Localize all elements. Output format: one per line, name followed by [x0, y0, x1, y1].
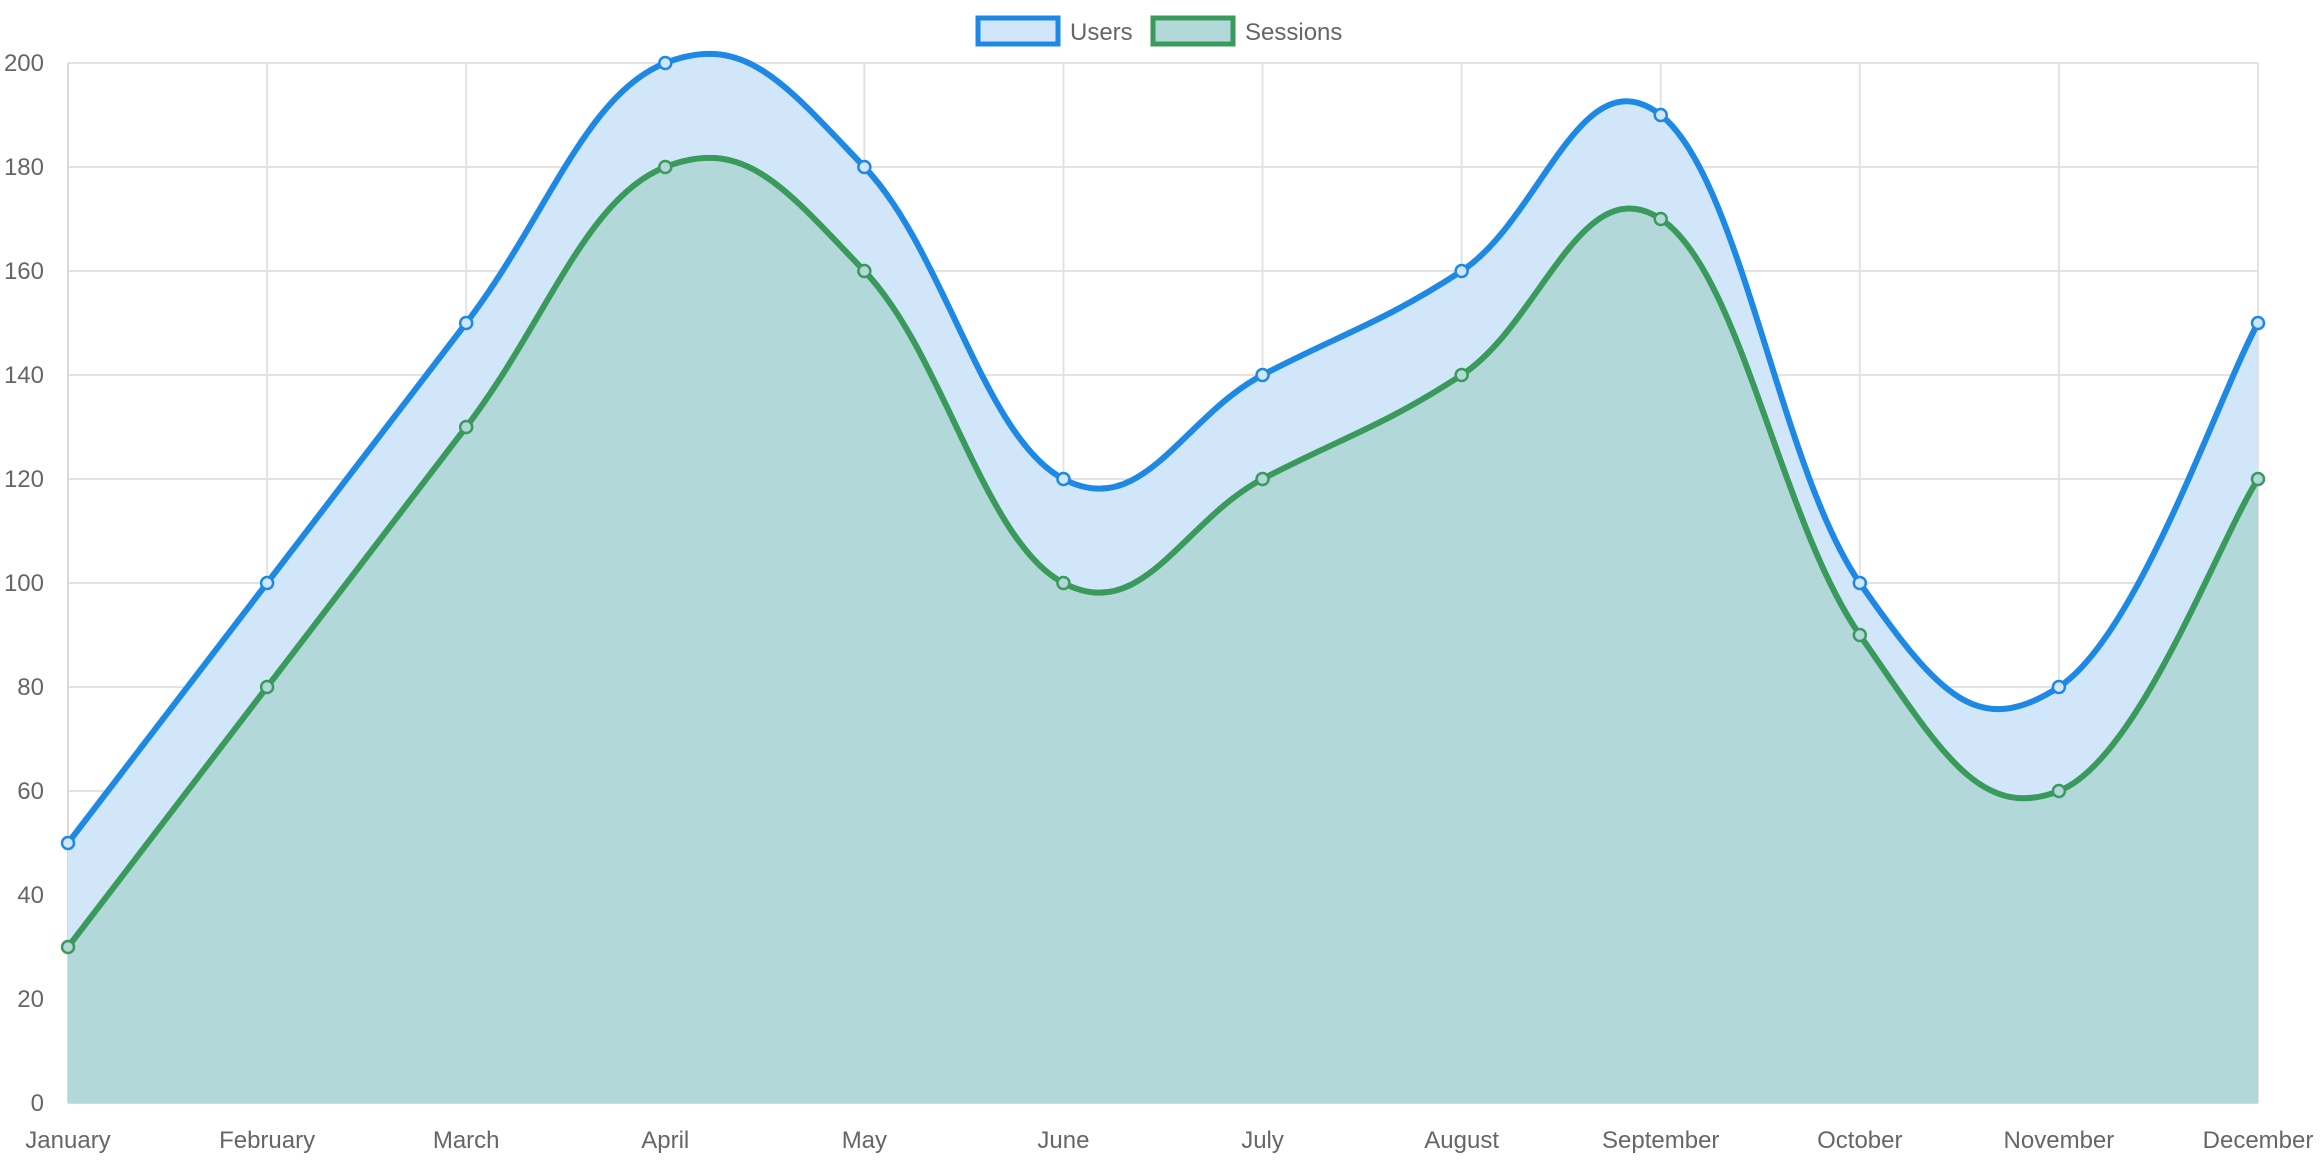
x-tick-label: January: [25, 1127, 110, 1154]
y-tick-label: 80: [17, 674, 44, 701]
series-line-sessions: [65, 154, 2261, 950]
x-axis-ticks: January February March April May June July Augu…: [25, 1127, 2313, 1154]
data-point-users[interactable]: [1056, 471, 1071, 487]
y-tick-label: 100: [4, 570, 44, 597]
data-point-sessions[interactable]: [857, 263, 872, 279]
legend-label: Users: [1070, 19, 1133, 46]
x-tick-label: April: [641, 1127, 689, 1154]
data-point-sessions[interactable]: [2250, 471, 2266, 487]
data-point-sessions[interactable]: [259, 679, 275, 695]
data-point-sessions[interactable]: [2051, 783, 2067, 799]
data-point-sessions[interactable]: [1056, 575, 1071, 591]
data-point-users[interactable]: [1653, 107, 1668, 123]
legend-swatch: [1150, 15, 1236, 47]
data-point-sessions[interactable]: [1653, 211, 1668, 227]
x-tick-label: November: [2004, 1127, 2115, 1154]
data-point-users[interactable]: [2051, 679, 2067, 695]
y-tick-label: 120: [4, 466, 44, 493]
y-tick-label: 60: [17, 778, 44, 805]
legend[interactable]: Users Sessions: [975, 15, 1342, 47]
data-point-users[interactable]: [857, 159, 872, 175]
y-tick-label: 200: [4, 50, 44, 77]
legend-item-sessions[interactable]: Sessions: [1150, 15, 1342, 47]
point-layer: [60, 55, 2266, 955]
x-tick-label: September: [1602, 1127, 1719, 1154]
data-point-sessions[interactable]: [658, 159, 673, 175]
legend-swatch: [975, 15, 1061, 47]
data-point-users[interactable]: [1454, 263, 1469, 279]
x-tick-label: May: [842, 1127, 887, 1154]
y-axis-ticks: 0 20 40 60 80 100 120 140 160 180 200: [4, 50, 44, 1117]
data-point-users[interactable]: [1255, 367, 1270, 383]
data-point-users[interactable]: [1852, 575, 1868, 591]
y-tick-label: 0: [31, 1090, 44, 1117]
data-point-sessions[interactable]: [1454, 367, 1469, 383]
x-tick-label: March: [433, 1127, 500, 1154]
data-point-users[interactable]: [458, 315, 474, 331]
y-tick-label: 40: [17, 882, 44, 909]
data-point-users[interactable]: [259, 575, 275, 591]
x-tick-label: February: [219, 1127, 315, 1154]
y-tick-label: 140: [4, 362, 44, 389]
x-tick-label: December: [2203, 1127, 2314, 1154]
data-point-sessions[interactable]: [1852, 627, 1868, 643]
x-tick-label: August: [1424, 1127, 1499, 1154]
data-point-users[interactable]: [658, 55, 673, 71]
legend-label: Sessions: [1245, 19, 1342, 46]
data-point-users[interactable]: [2250, 315, 2266, 331]
series-line-users: [65, 50, 2261, 846]
y-tick-label: 20: [17, 986, 44, 1013]
data-point-users[interactable]: [60, 835, 76, 851]
x-tick-label: October: [1817, 1127, 1902, 1154]
data-point-sessions[interactable]: [1255, 471, 1270, 487]
line-layer: [65, 50, 2261, 950]
legend-item-users[interactable]: Users: [975, 15, 1133, 47]
data-point-sessions[interactable]: [458, 419, 474, 435]
data-point-sessions[interactable]: [60, 939, 76, 955]
fill-layer: [68, 53, 2258, 1103]
y-tick-label: 160: [4, 258, 44, 285]
x-tick-label: July: [1241, 1127, 1284, 1154]
series-area-sessions: [68, 157, 2258, 1103]
y-tick-label: 180: [4, 154, 44, 181]
x-tick-label: June: [1037, 1127, 1089, 1154]
